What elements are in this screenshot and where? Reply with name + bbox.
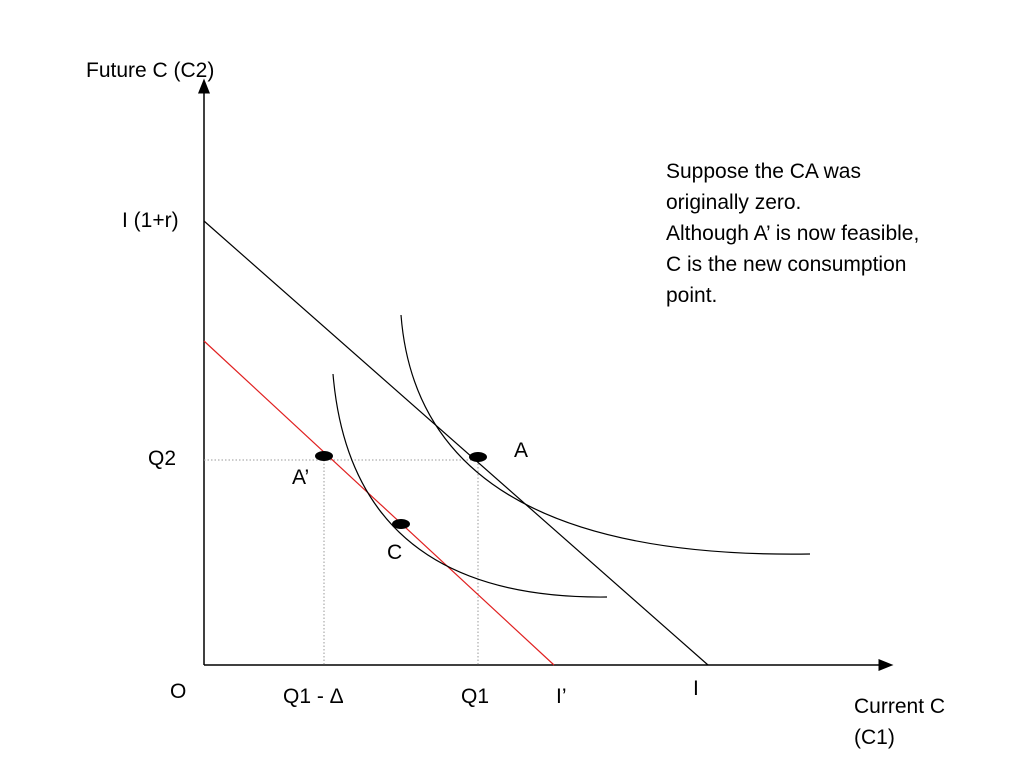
point-a-label: A bbox=[514, 439, 528, 462]
annotation-line: C is the new consumption bbox=[666, 253, 907, 276]
annotation-text: Suppose the CA was originally zero. Alth… bbox=[666, 156, 996, 311]
original-budget-line bbox=[203, 220, 709, 666]
new-budget-line bbox=[203, 340, 555, 666]
x-axis-label-line1: Current C bbox=[854, 695, 945, 718]
origin-label: O bbox=[170, 680, 186, 703]
annotation-line: point. bbox=[666, 284, 718, 307]
annotation-line: Although A’ is now feasible, bbox=[666, 222, 920, 245]
q2-label: Q2 bbox=[148, 447, 176, 470]
indifference-curve-high bbox=[400, 314, 811, 555]
point-a-marker bbox=[469, 452, 487, 462]
annotation-line: Suppose the CA was bbox=[666, 160, 861, 183]
y-axis-label: Future C (C2) bbox=[86, 59, 214, 82]
point-a-prime-marker bbox=[315, 451, 333, 461]
i-prime-label: I’ bbox=[556, 685, 567, 708]
q1-minus-delta-label: Q1 - Δ bbox=[283, 685, 344, 708]
q1-label: Q1 bbox=[461, 685, 489, 708]
point-a-prime-label: A’ bbox=[292, 466, 309, 489]
y-intercept-label: I (1+r) bbox=[122, 209, 179, 232]
point-c-label: C bbox=[387, 541, 402, 564]
indifference-curve-low bbox=[332, 373, 608, 598]
point-c-marker bbox=[392, 519, 410, 529]
x-axis-label-line2: (C1) bbox=[854, 726, 895, 749]
i-label: I bbox=[693, 677, 699, 700]
annotation-line: originally zero. bbox=[666, 191, 802, 214]
